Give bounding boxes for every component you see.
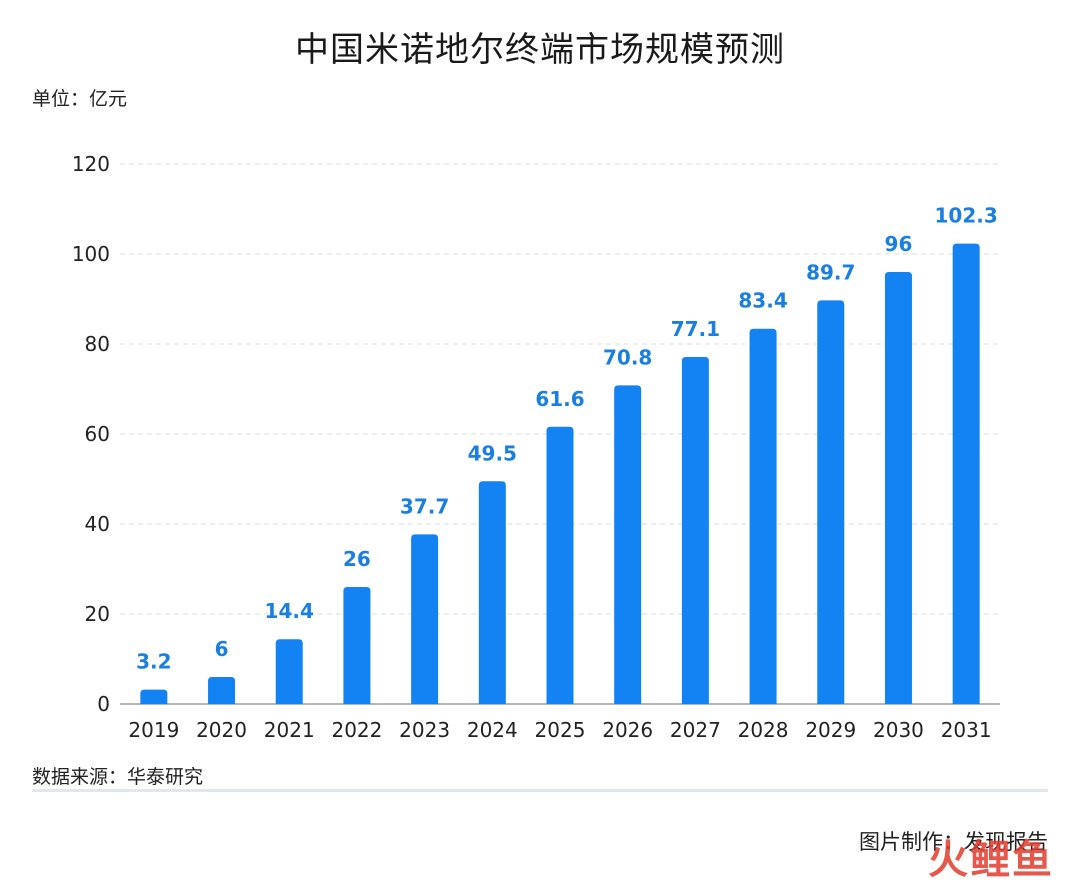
data-label-2025: 61.6 bbox=[535, 387, 584, 411]
x-tick-label-2025: 2025 bbox=[535, 718, 586, 742]
source-label: 数据来源：华泰研究 bbox=[32, 766, 204, 788]
watermark-logo: 火鲤鱼 bbox=[928, 837, 1054, 883]
bar-2020 bbox=[208, 677, 236, 704]
x-tick-label-2021: 2021 bbox=[264, 718, 315, 742]
divider bbox=[32, 789, 1048, 792]
data-label-2029: 89.7 bbox=[806, 260, 855, 284]
bar-chart: 0 20 40 60 80 100 120 3.2 6 14.4 26 37.7 49.5 61.6 70… bbox=[72, 152, 1000, 742]
data-label-2020: 6 bbox=[215, 637, 229, 661]
x-tick-label-2023: 2023 bbox=[399, 718, 450, 742]
data-label-2031: 102.3 bbox=[935, 204, 998, 228]
x-tick-label-2024: 2024 bbox=[467, 718, 518, 742]
x-tick-label-2031: 2031 bbox=[941, 718, 992, 742]
data-label-2021: 14.4 bbox=[265, 599, 314, 623]
y-tick-label: 100 bbox=[72, 242, 110, 266]
bars bbox=[140, 243, 980, 704]
bar-2024 bbox=[478, 481, 506, 704]
x-tick-label-2028: 2028 bbox=[738, 718, 789, 742]
bar-2023 bbox=[411, 534, 439, 704]
bar-2027 bbox=[681, 357, 709, 704]
y-tick-label: 20 bbox=[85, 602, 110, 626]
x-tick-label-2030: 2030 bbox=[873, 718, 924, 742]
x-tick-label-2020: 2020 bbox=[196, 718, 247, 742]
credit-label: 图片制作：发现报告 bbox=[859, 830, 1048, 854]
y-tick-label: 120 bbox=[72, 152, 110, 176]
y-tick-label: 40 bbox=[85, 512, 110, 536]
bar-2031 bbox=[952, 243, 980, 704]
x-tick-label-2026: 2026 bbox=[602, 718, 653, 742]
y-tick-label: 80 bbox=[85, 332, 110, 356]
data-label-2026: 70.8 bbox=[603, 345, 652, 369]
bar-2030 bbox=[884, 272, 912, 704]
bar-2028 bbox=[749, 328, 777, 704]
data-label-2027: 77.1 bbox=[671, 317, 720, 341]
data-label-2019: 3.2 bbox=[136, 650, 171, 674]
bar-2019 bbox=[140, 689, 168, 704]
x-tick-label-2029: 2029 bbox=[805, 718, 856, 742]
x-tick-label-2022: 2022 bbox=[331, 718, 382, 742]
chart-title: 中国米诺地尔终端市场规模预测 bbox=[295, 30, 785, 70]
x-tick-label-2019: 2019 bbox=[128, 718, 179, 742]
y-tick-label: 60 bbox=[85, 422, 110, 446]
y-tick-label: 0 bbox=[97, 692, 110, 716]
bar-2026 bbox=[614, 385, 642, 704]
bar-2021 bbox=[275, 639, 303, 704]
data-label-2030: 96 bbox=[885, 232, 913, 256]
bar-2025 bbox=[546, 426, 574, 704]
data-label-2023: 37.7 bbox=[400, 494, 449, 518]
data-label-2022: 26 bbox=[343, 547, 371, 571]
y-axis-ticks: 0 20 40 60 80 100 120 bbox=[72, 152, 110, 716]
x-tick-label-2027: 2027 bbox=[670, 718, 721, 742]
unit-label: 单位：亿元 bbox=[32, 88, 128, 110]
data-labels: 3.2 6 14.4 26 37.7 49.5 61.6 70.8 77.1 83.4 89.7 96… bbox=[136, 204, 998, 674]
x-axis-ticks: 2019 2020 2021 2022 2023 2024 2025 2026 2027 2028… bbox=[128, 718, 991, 742]
bar-2022 bbox=[343, 587, 371, 704]
data-label-2024: 49.5 bbox=[468, 441, 517, 465]
data-label-2028: 83.4 bbox=[738, 289, 787, 313]
bar-2029 bbox=[817, 300, 845, 704]
